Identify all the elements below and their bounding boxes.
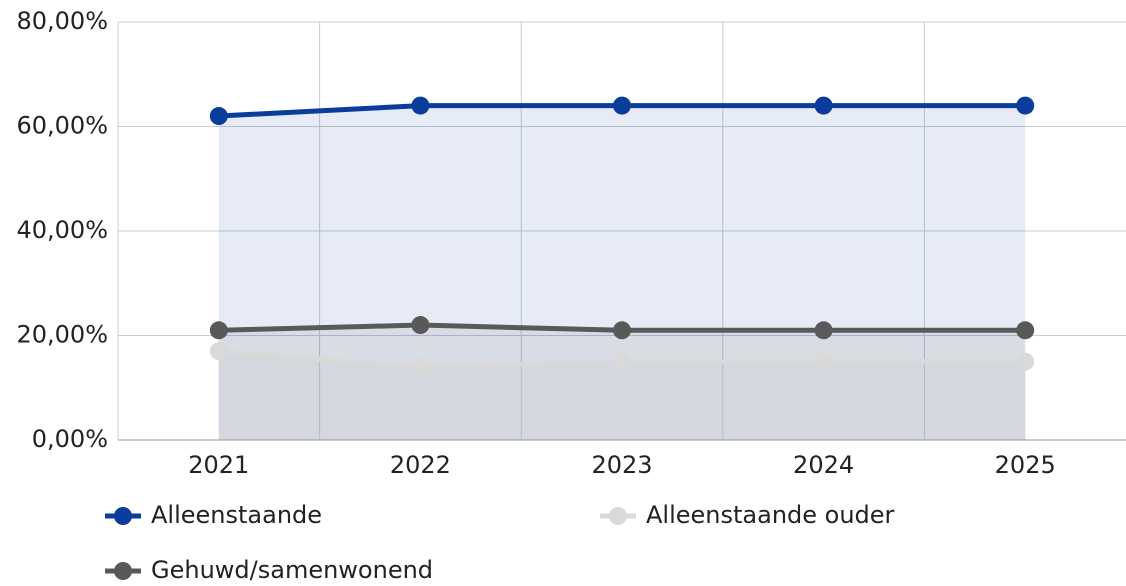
y-tick-label: 80,00% [16,7,108,35]
legend-marker [609,507,627,525]
marker [613,352,631,371]
x-tick-label: 2022 [390,451,451,479]
legend-label: Gehuwd/samenwonend [151,556,433,584]
legend-marker [114,562,132,580]
x-tick-label: 2023 [591,451,652,479]
y-tick-label: 60,00% [16,112,108,140]
marker [814,352,833,371]
area [218,325,1026,440]
y-tick-label: 40,00% [16,216,108,244]
marker [1016,352,1035,371]
marker [613,321,631,340]
marker [209,342,228,361]
marker [209,321,228,340]
y-tick-label: 20,00% [16,321,108,349]
y-tick-label: 0,00% [32,425,108,453]
x-tick-label: 2021 [188,451,249,479]
marker [1016,321,1035,340]
legend-label: Alleenstaande ouder [646,501,895,529]
marker [1016,96,1035,115]
legend-label: Alleenstaande [151,501,322,529]
x-tick-label: 2024 [793,451,854,479]
legend-marker [114,507,132,525]
marker [209,107,228,126]
marker [411,357,430,376]
marker [814,96,833,115]
marker [411,96,430,115]
marker [814,321,833,340]
x-tick-label: 2025 [995,451,1056,479]
marker [411,316,430,335]
marker [613,96,631,115]
